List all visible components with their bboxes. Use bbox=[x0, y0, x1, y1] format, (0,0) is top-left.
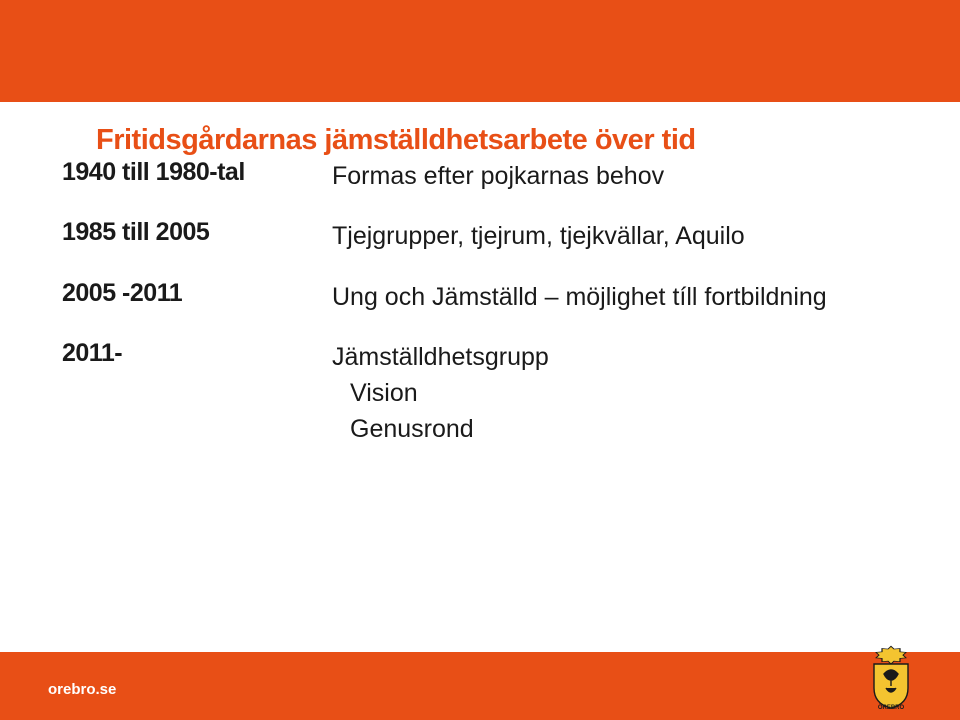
footer-site-label: orebro.se bbox=[48, 681, 116, 698]
timeline-description: JämställdhetsgruppVisionGenusrond bbox=[332, 339, 864, 448]
timeline-line: Tjejgrupper, tjejrum, tjejkvällar, Aquil… bbox=[332, 218, 864, 254]
timeline-description: Ung och Jämställd – möjlighet tíll fortb… bbox=[332, 279, 864, 315]
page-title: Fritidsgårdarnas jämställdhetsarbete öve… bbox=[96, 124, 696, 157]
timeline-line: Formas efter pojkarnas behov bbox=[332, 158, 864, 194]
timeline-description: Formas efter pojkarnas behov bbox=[332, 158, 864, 194]
timeline-period: 2005 -2011 bbox=[62, 279, 308, 308]
timeline-line: Ung och Jämställd – möjlighet tíll fortb… bbox=[332, 279, 864, 315]
timeline-period: 2011- bbox=[62, 339, 308, 368]
footer-bar: orebro.se ÖREBRO bbox=[0, 652, 960, 720]
content-card: Fritidsgårdarnas jämställdhetsarbete öve… bbox=[48, 102, 912, 642]
svg-text:ÖREBRO: ÖREBRO bbox=[878, 704, 905, 710]
org-crest-icon: ÖREBRO bbox=[866, 644, 916, 710]
timeline-description: Tjejgrupper, tjejrum, tjejkvällar, Aquil… bbox=[332, 218, 864, 254]
timeline-line: Genusrond bbox=[332, 411, 864, 447]
timeline-line: Vision bbox=[332, 375, 864, 411]
timeline: 1940 till 1980-tal Formas efter pojkarnas… bbox=[62, 158, 864, 448]
timeline-period: 1985 till 2005 bbox=[62, 218, 308, 247]
header-band bbox=[0, 0, 960, 102]
timeline-line: Jämställdhetsgrupp bbox=[332, 339, 864, 375]
timeline-period: 1940 till 1980-tal bbox=[62, 158, 308, 187]
